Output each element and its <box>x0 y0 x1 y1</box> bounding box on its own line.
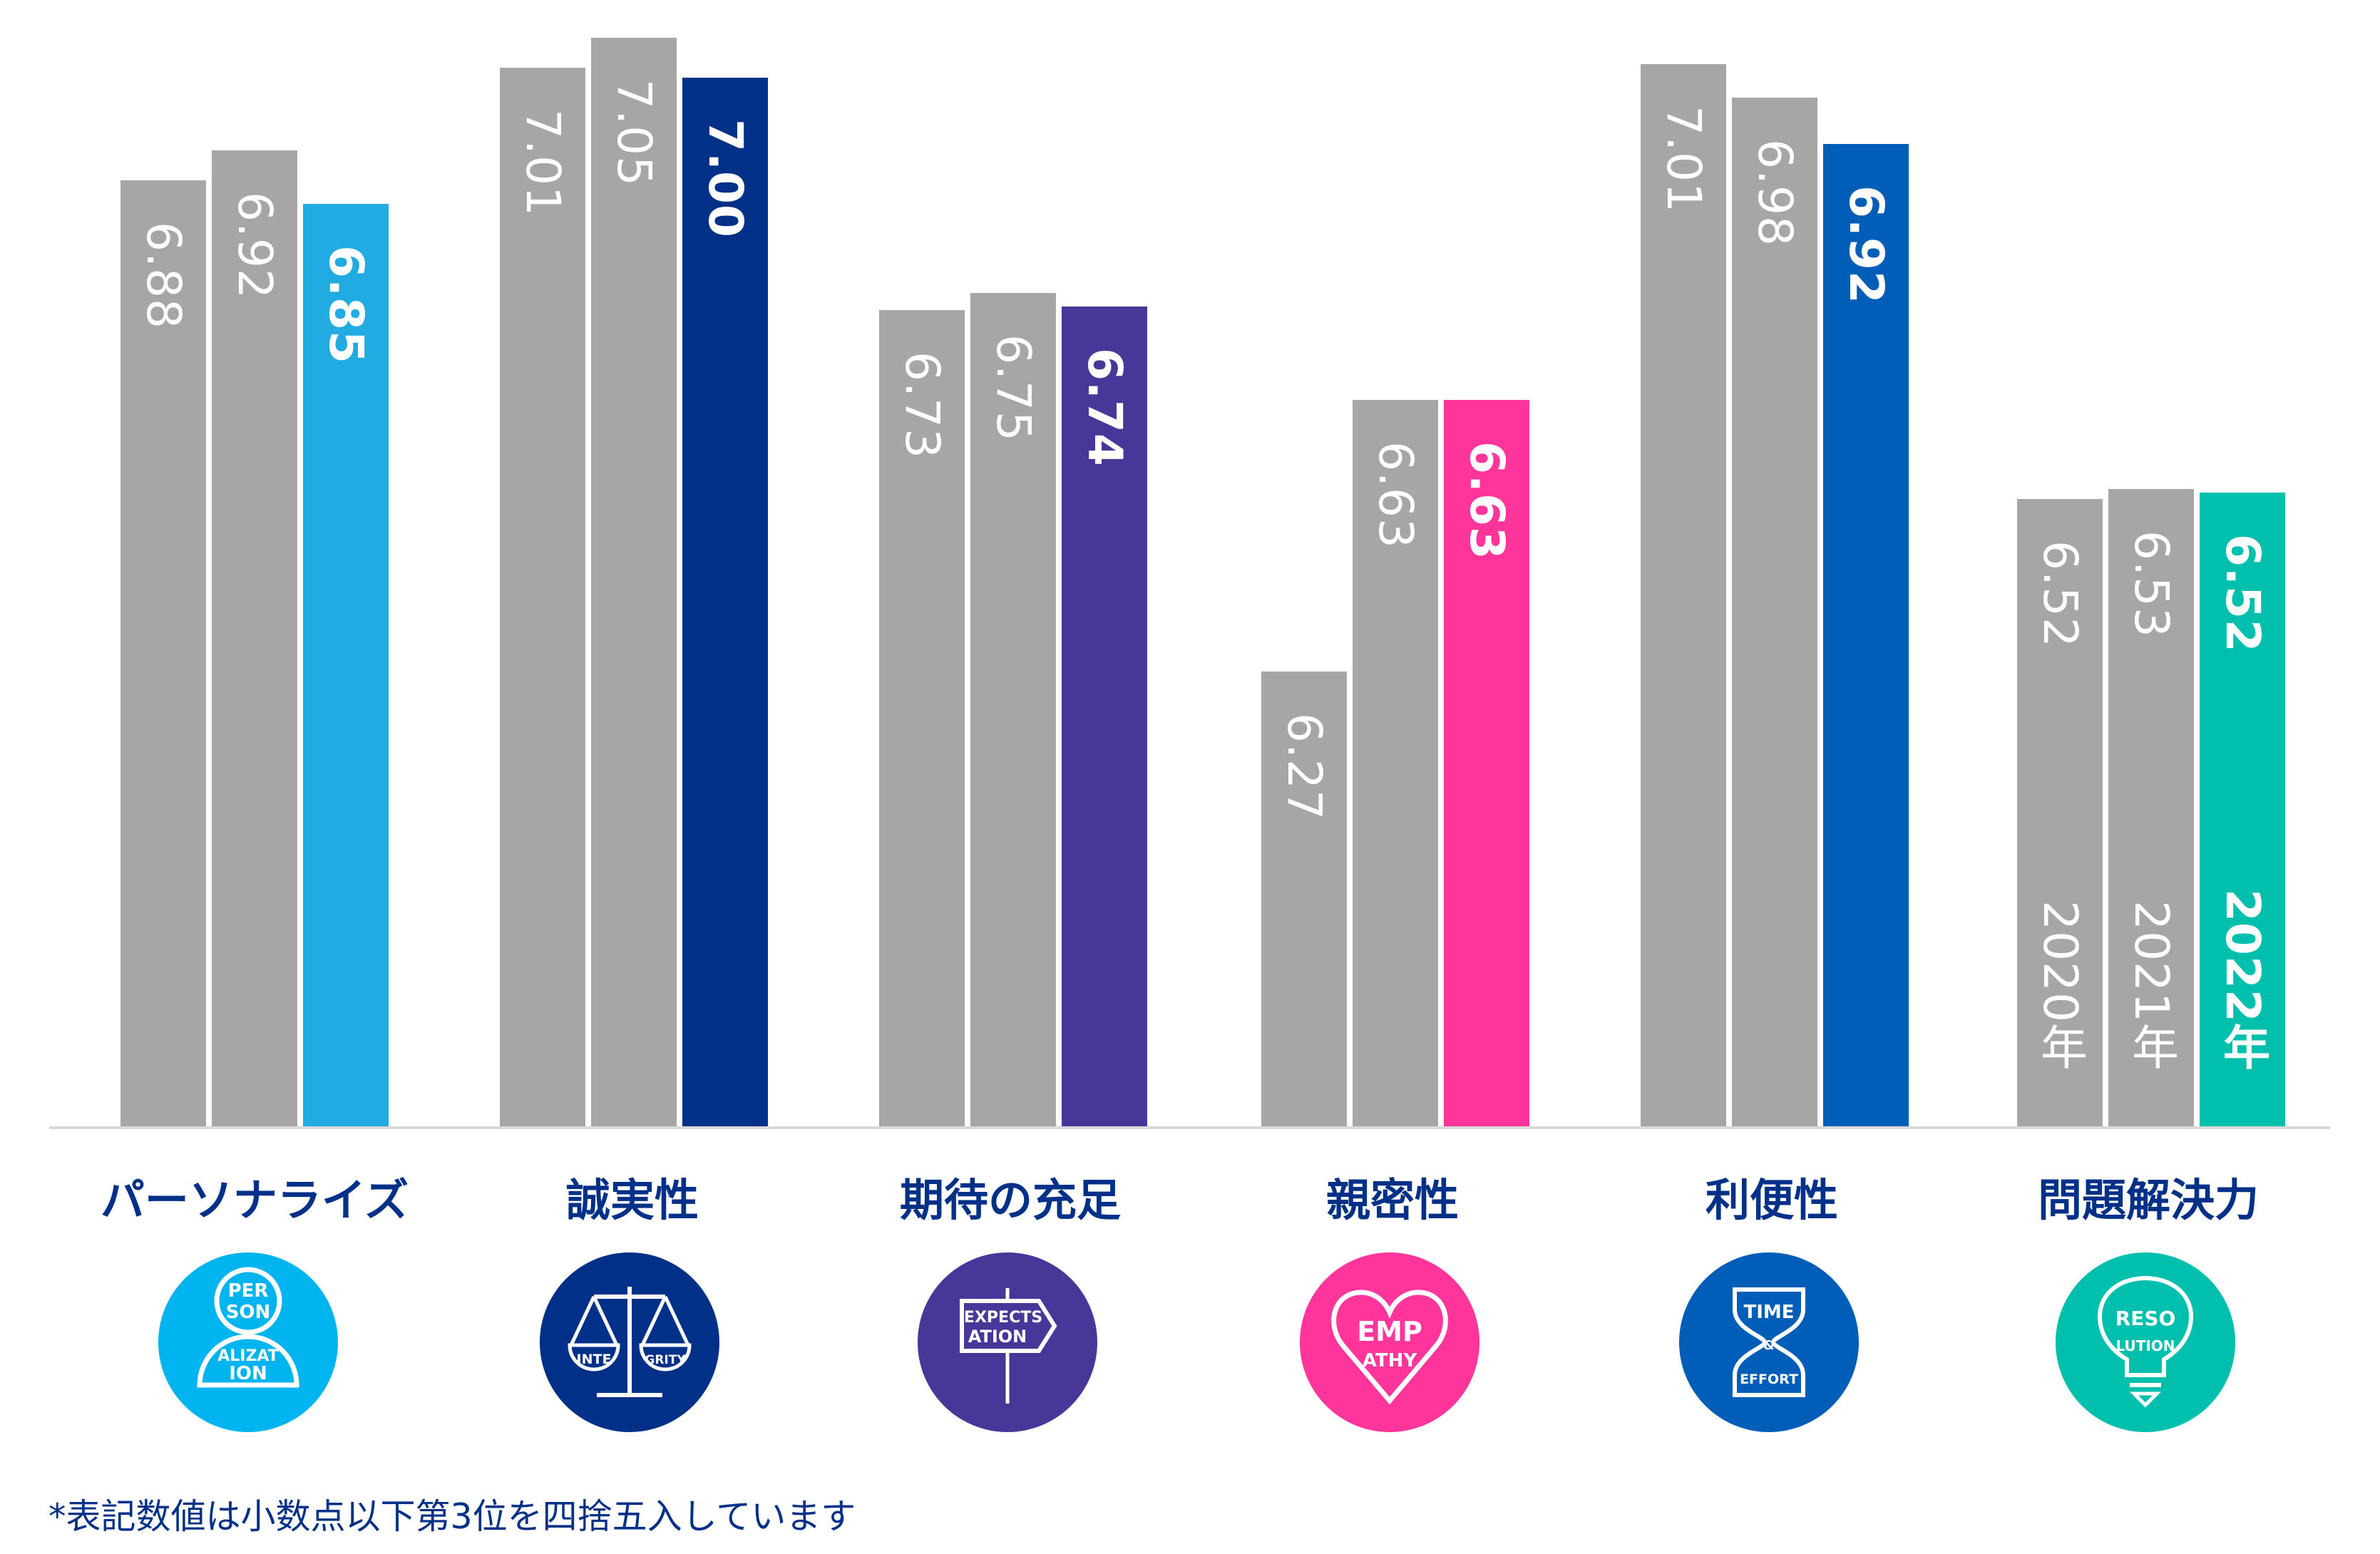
bar-personalization-2020: 6.88 <box>120 180 206 1126</box>
bar-empathy-2020: 6.27 <box>1261 671 1347 1126</box>
bar-personalization-2022: 6.85 <box>303 204 389 1126</box>
resolution-lightbulb-icon: RESO LUTION <box>2056 1252 2235 1432</box>
bar-value-label: 6.63 <box>1368 441 1423 549</box>
svg-text:ATION: ATION <box>968 1327 1027 1347</box>
bar-integrity-2021: 7.05 <box>591 38 677 1126</box>
svg-text:INTE: INTE <box>577 1352 612 1367</box>
svg-text:ALIZAT: ALIZAT <box>217 1347 279 1365</box>
footnote: *表記数値は小数点以下第3位を四捨五入しています <box>48 1496 856 1537</box>
bar-value-label: 7.00 <box>698 119 753 238</box>
svg-text:EMP: EMP <box>1357 1316 1422 1347</box>
bar-personalization-2021: 6.92 <box>212 150 297 1126</box>
bar-value-label: 6.98 <box>1748 139 1802 247</box>
time-effort-hourglass-icon: TIME & EFFORT <box>1679 1252 1859 1432</box>
bar-value-label: 6.88 <box>136 222 191 329</box>
category-title-expectations: 期待の充足 <box>899 1174 1121 1226</box>
empathy-heart-icon: EMP ATHY <box>1300 1252 1479 1432</box>
svg-text:PER: PER <box>228 1280 269 1302</box>
svg-text:GRITY: GRITY <box>645 1353 686 1367</box>
bar-value-label: 6.63 <box>1460 441 1514 560</box>
svg-text:&: & <box>1763 1338 1775 1353</box>
personalization-icon: PER SON ALIZAT ION <box>158 1252 338 1432</box>
bar-convenience-2022: 6.92 <box>1823 144 1909 1126</box>
bar-empathy-2021: 6.63 <box>1353 400 1438 1126</box>
bar-value-label: 6.85 <box>319 245 374 364</box>
bar-value-label: 6.52 <box>2033 540 2088 648</box>
category-title-convenience: 利便性 <box>1705 1174 1838 1226</box>
svg-text:RESO: RESO <box>2115 1307 2176 1330</box>
x-axis-baseline <box>49 1126 2330 1129</box>
category-title-resolution: 問題解決力 <box>2037 1174 2259 1226</box>
svg-text:TIME: TIME <box>1743 1302 1794 1323</box>
bar-integrity-2020: 7.01 <box>500 68 585 1126</box>
bar-value-label: 6.92 <box>1839 185 1894 304</box>
bar-value-label: 6.53 <box>2124 530 2179 638</box>
svg-text:ION: ION <box>229 1363 267 1384</box>
bar-value-label: 6.92 <box>227 192 282 299</box>
bar-empathy-2022: 6.63 <box>1444 400 1529 1126</box>
bar-convenience-2021: 6.98 <box>1732 98 1817 1126</box>
svg-text:LUTION: LUTION <box>2115 1337 2175 1354</box>
year-label-2022: 2022年 <box>2215 889 2270 1071</box>
bar-resolution-2021: 6.53 2021年 <box>2108 489 2194 1126</box>
year-label-2020: 2020年 <box>2033 900 2088 1071</box>
bar-value-label: 6.75 <box>986 334 1041 442</box>
bar-value-label: 7.05 <box>607 79 662 187</box>
integrity-scales-icon: INTE GRITY <box>540 1252 719 1432</box>
category-title-empathy: 親密性 <box>1325 1174 1459 1226</box>
bar-expectations-2022: 6.74 <box>1062 307 1147 1126</box>
bar-expectations-2021: 6.75 <box>970 293 1056 1126</box>
bar-value-label: 6.52 <box>2215 534 2270 653</box>
year-label-2021: 2021年 <box>2124 900 2179 1071</box>
bar-value-label: 6.73 <box>895 351 950 459</box>
category-title-integrity: 誠実性 <box>565 1174 699 1226</box>
svg-text:ATHY: ATHY <box>1363 1350 1418 1372</box>
bar-resolution-2022: 6.52 2022年 <box>2200 493 2285 1126</box>
svg-text:EXPECTS: EXPECTS <box>964 1309 1042 1327</box>
svg-text:SON: SON <box>226 1302 271 1323</box>
bar-resolution-2020: 6.52 2020年 <box>2017 499 2103 1126</box>
category-title-personalization: パーソナライズ <box>100 1174 409 1226</box>
bar-convenience-2020: 7.01 <box>1641 64 1726 1126</box>
bar-value-label: 6.27 <box>1277 713 1332 820</box>
bar-value-label: 6.74 <box>1077 348 1132 467</box>
bar-expectations-2020: 6.73 <box>879 310 965 1126</box>
svg-text:EFFORT: EFFORT <box>1740 1372 1798 1387</box>
bar-value-label: 7.01 <box>516 109 570 217</box>
expectations-signpost-icon: EXPECTS ATION <box>918 1252 1097 1432</box>
bar-value-label: 7.01 <box>1656 106 1711 213</box>
bar-integrity-2022: 7.00 <box>682 78 768 1126</box>
